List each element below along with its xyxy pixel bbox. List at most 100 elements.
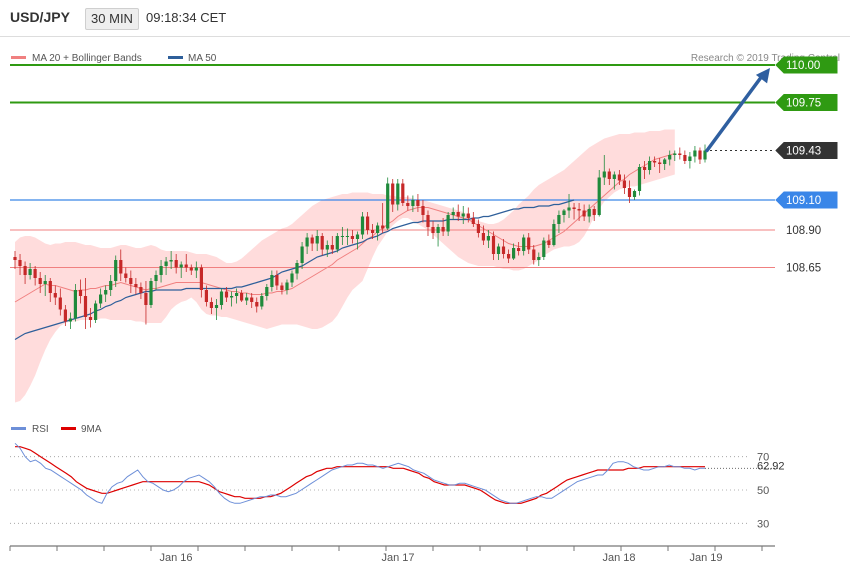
candle-body [58, 297, 62, 310]
price-tags: 110.00 109.75 109.43 109.10 108.90 108.65 [775, 56, 838, 276]
ma50-legend-swatch [168, 56, 183, 59]
candle-body [255, 302, 259, 307]
x-tick-label: Jan 17 [381, 552, 414, 564]
candle-body [345, 236, 349, 237]
candle-body [627, 188, 632, 197]
candle-body [119, 260, 123, 274]
forecast-arrow-shaft [705, 74, 764, 153]
candle-body [169, 260, 173, 262]
candle-body [230, 296, 234, 298]
price-tag-label: 108.65 [786, 263, 821, 275]
candle-body [547, 240, 551, 245]
price-tag-label: 108.90 [786, 225, 821, 237]
candle-body [315, 236, 319, 244]
candle-body [104, 290, 108, 295]
candle-body [456, 212, 460, 217]
candle-body [461, 213, 465, 217]
rsi-legend-swatch [11, 427, 26, 430]
ma50-line [14, 199, 575, 341]
price-tag-last [775, 142, 838, 159]
candle-body [330, 245, 334, 250]
ma50-legend-label: MA 50 [188, 53, 217, 64]
candle-body [572, 207, 576, 209]
candle-body [73, 290, 77, 319]
candle-body [466, 213, 470, 218]
candle-body [320, 236, 324, 250]
candle-body [658, 162, 662, 164]
rsi-legend-label: RSI [32, 424, 49, 435]
candle-body [114, 260, 118, 281]
timeframe-button[interactable]: 30 MIN [85, 8, 139, 30]
price-tag-support [776, 259, 837, 276]
candle-body [134, 284, 138, 287]
candle-body [698, 150, 702, 160]
chart-header: USD/JPY 30 MIN 09:18:34 CET [0, 0, 850, 37]
candle-body [260, 296, 264, 307]
candle-body [129, 278, 133, 284]
candle-body [335, 236, 339, 250]
candle-body [602, 171, 606, 178]
candle-body [632, 191, 637, 197]
candle-body [38, 278, 42, 284]
candle-body [693, 150, 697, 157]
candle-body [436, 227, 440, 233]
candle-body [401, 183, 405, 203]
forecast-arrow-head [755, 68, 770, 84]
candles [13, 144, 707, 329]
candle-body [607, 171, 611, 179]
candle-body [164, 261, 168, 266]
candle-body [240, 293, 244, 301]
candle-body [360, 216, 365, 235]
ma20-legend-swatch [11, 56, 26, 59]
candle-body [340, 236, 344, 237]
candle-body [194, 267, 198, 271]
candle-body [144, 293, 148, 305]
candle-body [612, 174, 616, 179]
ma9-line [15, 446, 705, 504]
candle-body [78, 290, 83, 296]
candle-body [507, 254, 511, 259]
price-tag-target [775, 56, 838, 74]
x-tick-label: Jan 18 [602, 552, 635, 564]
candle-body [391, 183, 395, 205]
candle-body [290, 273, 294, 283]
candle-body [204, 290, 208, 302]
candle-body [512, 248, 516, 259]
price-tag-label: 110.00 [786, 60, 820, 72]
rsi-last-value: 62.92 [757, 460, 785, 472]
candle-body [219, 291, 224, 305]
candle-body [501, 246, 506, 254]
candle-body [366, 216, 370, 230]
candle-body [285, 282, 289, 290]
candle-body [376, 225, 380, 233]
candle-body [53, 293, 57, 298]
candle-body [688, 156, 692, 161]
candle-body [683, 155, 687, 161]
candle-body [300, 246, 304, 263]
candle-body [325, 245, 329, 250]
candle-body [522, 237, 526, 251]
candle-body [396, 183, 400, 205]
candle-body [350, 236, 354, 239]
price-tag-pivot [775, 191, 838, 209]
price-tag-support [776, 222, 837, 238]
candle-body [446, 215, 450, 232]
candle-body [517, 248, 521, 251]
candle-body [527, 237, 531, 250]
candle-body [471, 218, 475, 224]
main-legend: MA 20 + Bollinger Bands MA 50 Research ©… [11, 53, 840, 64]
candle-body [310, 237, 314, 244]
moving-averages [14, 153, 675, 341]
candle-body [48, 281, 52, 293]
candle-body [426, 215, 430, 227]
candle-body [371, 230, 375, 233]
x-tick-label: Jan 16 [159, 552, 192, 564]
candle-body [189, 267, 193, 271]
bollinger-band [15, 129, 675, 403]
candle-body [124, 273, 128, 278]
candle-body [43, 281, 47, 284]
rsi-tick-label: 50 [757, 485, 769, 497]
candle-body [476, 224, 480, 233]
